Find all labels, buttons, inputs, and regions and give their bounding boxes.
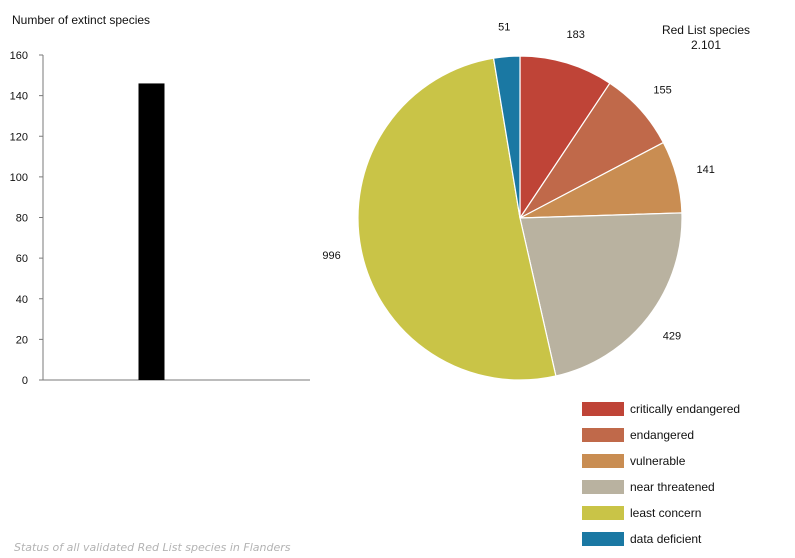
pie-slice-data-deficient [492, 55, 521, 219]
legend-label-least-concern: least concern [630, 506, 701, 520]
pie-value-label-data-deficient: 51 [498, 22, 510, 34]
legend-swatch-endangered [582, 428, 624, 442]
bar-y-tick-label: 120 [10, 131, 28, 143]
pie-legend: critically endangered endangered vulnerabl… [582, 402, 740, 546]
bar-chart-title: Number of extinct species [12, 13, 150, 27]
legend-label-endangered: endangered [630, 428, 694, 442]
bar-y-tick-label: 20 [16, 334, 28, 346]
pie-value-label-endangered: 155 [653, 84, 671, 96]
pie-value-label-critically-endangered: 183 [566, 29, 584, 41]
bar-y-tick-label: 40 [16, 294, 28, 306]
pie-value-label-vulnerable: 141 [696, 164, 714, 176]
legend-swatch-critically-endangered [582, 402, 624, 416]
legend-label-critically-endangered: critically endangered [630, 402, 740, 416]
pie-slice-near-threatened [519, 212, 683, 377]
bar-y-tick-label: 100 [10, 172, 28, 184]
red-list-pie-chart: Red List species 2.101 183 155 141 429 996 51 [322, 22, 750, 381]
pie-chart-title: Red List species [662, 23, 750, 37]
bar-y-tick-label: 80 [16, 213, 28, 225]
legend-swatch-vulnerable [582, 454, 624, 468]
legend-label-near-threatened: near threatened [630, 480, 715, 494]
bar-y-tick-label: 140 [10, 91, 28, 103]
legend-label-data-deficient: data deficient [630, 532, 702, 546]
legend-swatch-near-threatened [582, 480, 624, 494]
bar-y-tick-label: 0 [22, 375, 28, 387]
pie-value-labels-group: 183 155 141 429 996 51 [322, 22, 714, 343]
bar-y-tick-label: 60 [16, 253, 28, 265]
pie-slices-group [357, 55, 683, 381]
legend-swatch-data-deficient [582, 532, 624, 546]
pie-value-label-near-threatened: 429 [663, 330, 681, 342]
bar-y-tick-label: 160 [10, 50, 28, 62]
legend-label-vulnerable: vulnerable [630, 454, 686, 468]
bars-group [138, 83, 165, 380]
extinct-species-bar-chart: Number of extinct species 0 20 40 60 80 100 12… [10, 13, 310, 387]
pie-chart-total: 2.101 [691, 38, 721, 52]
legend-swatch-least-concern [582, 506, 624, 520]
bar-y-axis-ticks: 0 20 40 60 80 100 120 140 160 [10, 50, 43, 387]
figure-caption: Status of all validated Red List species… [14, 541, 291, 554]
pie-value-label-least-concern: 996 [322, 250, 340, 262]
bar-extinct-species [138, 83, 165, 380]
pie-slice-critically-endangered [519, 55, 611, 220]
